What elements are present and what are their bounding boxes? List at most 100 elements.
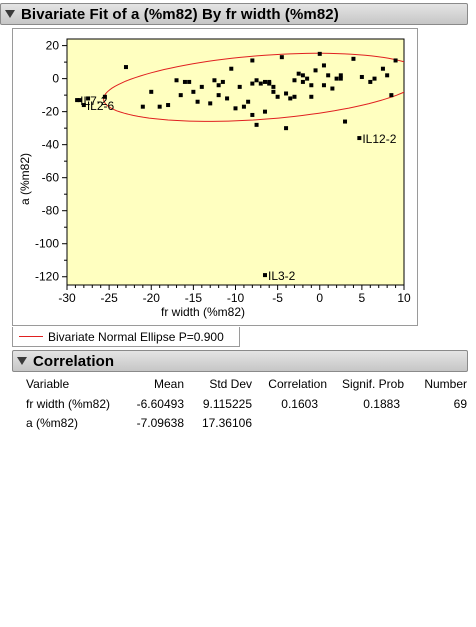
data-point: [216, 93, 221, 98]
data-point: [250, 112, 255, 117]
data-point: [321, 63, 326, 68]
plot-background: [66, 38, 405, 286]
data-point: [343, 119, 348, 124]
legend: Bivariate Normal Ellipse P=0.900: [12, 327, 240, 347]
data-point: [75, 98, 80, 103]
x-tick-label: -15: [185, 291, 203, 305]
data-point: [187, 79, 192, 84]
disclosure-triangle-icon[interactable]: [17, 357, 27, 365]
col-header-variable: Variable: [26, 377, 70, 391]
y-axis-label: a (%m82): [18, 153, 32, 205]
data-point: [229, 66, 234, 71]
data-point: [140, 104, 145, 109]
data-point: [254, 122, 259, 127]
data-point: [385, 73, 390, 78]
data-point: [305, 76, 310, 81]
data-point: [166, 103, 171, 108]
data-point: [258, 81, 263, 86]
data-point: [330, 86, 335, 91]
col-header-mean: Mean: [153, 377, 184, 391]
y-tick-label: 0: [52, 72, 59, 86]
x-tick-label: -20: [143, 291, 161, 305]
data-point: [300, 79, 305, 84]
y-tick-label: -20: [42, 105, 60, 119]
data-point: [338, 76, 343, 81]
x-axis-label: fr width (%m82): [161, 305, 245, 319]
col-header-std-dev: Std Dev: [209, 377, 252, 391]
point-label: IL7-2: [80, 94, 108, 108]
x-tick-label: 10: [397, 291, 411, 305]
data-point: [284, 91, 289, 96]
data-point: [309, 83, 314, 88]
row1-mean: -6.60493: [136, 397, 184, 411]
scatter-plot[interactable]: -30 -25 -20 -15 -10 -5 0 5 10 20 0 -20 -40 -60 -80 -100…: [13, 29, 417, 325]
data-point: [195, 99, 200, 104]
y-tick-label: -80: [42, 204, 60, 218]
data-point: [296, 71, 301, 76]
data-point: [191, 89, 196, 94]
plot-frame: -30 -25 -20 -15 -10 -5 0 5 10 20 0 -20 -40 -60 -80 -100…: [12, 28, 418, 326]
report-title: Bivariate Fit of a (%m82) By fr width (%…: [21, 5, 339, 23]
data-point: [86, 96, 91, 101]
data-point: [174, 78, 179, 83]
x-tick-label: 5: [359, 291, 366, 305]
data-point: [267, 81, 272, 86]
data-point: [389, 93, 394, 98]
data-point: [372, 76, 377, 81]
data-point: [357, 136, 362, 141]
disclosure-triangle-icon[interactable]: [5, 10, 15, 18]
legend-label: Bivariate Normal Ellipse P=0.900: [48, 329, 224, 344]
bivariate-fit-titlebar[interactable]: Bivariate Fit of a (%m82) By fr width (%…: [0, 3, 468, 25]
data-point: [292, 94, 297, 99]
data-point: [123, 65, 128, 70]
data-point: [241, 104, 246, 109]
data-point: [292, 78, 297, 83]
row1-variable: fr width (%m82): [26, 397, 111, 411]
data-point: [334, 76, 339, 81]
data-point: [262, 79, 267, 84]
data-point: [149, 89, 154, 94]
data-point: [368, 79, 373, 84]
correlation-title: Correlation: [33, 352, 115, 370]
row1-signif-prob: 0.1883: [363, 397, 400, 411]
data-point: [262, 273, 267, 278]
x-tick-label: 0: [316, 291, 323, 305]
data-point: [262, 109, 267, 114]
data-point: [233, 106, 238, 111]
y-tick-label: -100: [35, 237, 59, 251]
data-point: [279, 55, 284, 60]
y-tick-label: -120: [35, 270, 59, 284]
data-point: [275, 94, 280, 99]
y-tick-label: -40: [42, 138, 60, 152]
data-point: [237, 84, 242, 89]
correlation-titlebar[interactable]: Correlation: [12, 350, 468, 372]
data-point: [338, 73, 343, 78]
data-point: [225, 96, 230, 101]
data-point: [157, 104, 162, 109]
x-tick-label: -30: [58, 291, 76, 305]
data-point: [250, 58, 255, 63]
data-point: [359, 74, 364, 79]
data-point: [208, 101, 213, 106]
data-point: [313, 68, 318, 73]
row2-variable: a (%m82): [26, 416, 79, 430]
point-label: IL3-2: [268, 269, 296, 283]
row2-std-dev: 17.36106: [201, 416, 252, 430]
data-point: [317, 51, 322, 56]
x-tick-label: -10: [227, 291, 245, 305]
row2-mean: -7.09638: [136, 416, 184, 430]
row1-std-dev: 9.115225: [202, 397, 252, 411]
data-point: [102, 94, 107, 99]
data-point: [321, 83, 326, 88]
col-header-signif-prob: Signif. Prob: [341, 377, 404, 391]
data-point: [220, 79, 225, 84]
data-point: [246, 99, 251, 104]
axes: -30 -25 -20 -15 -10 -5 0 5 10 20 0 -20 -40 -60 -80 -100…: [35, 39, 411, 305]
bivariate-ellipse: [103, 52, 404, 122]
data-point: [212, 78, 217, 83]
data-point: [300, 73, 305, 78]
data-point: [178, 93, 183, 98]
x-tick-label: -25: [100, 291, 118, 305]
data-point: [199, 84, 204, 89]
